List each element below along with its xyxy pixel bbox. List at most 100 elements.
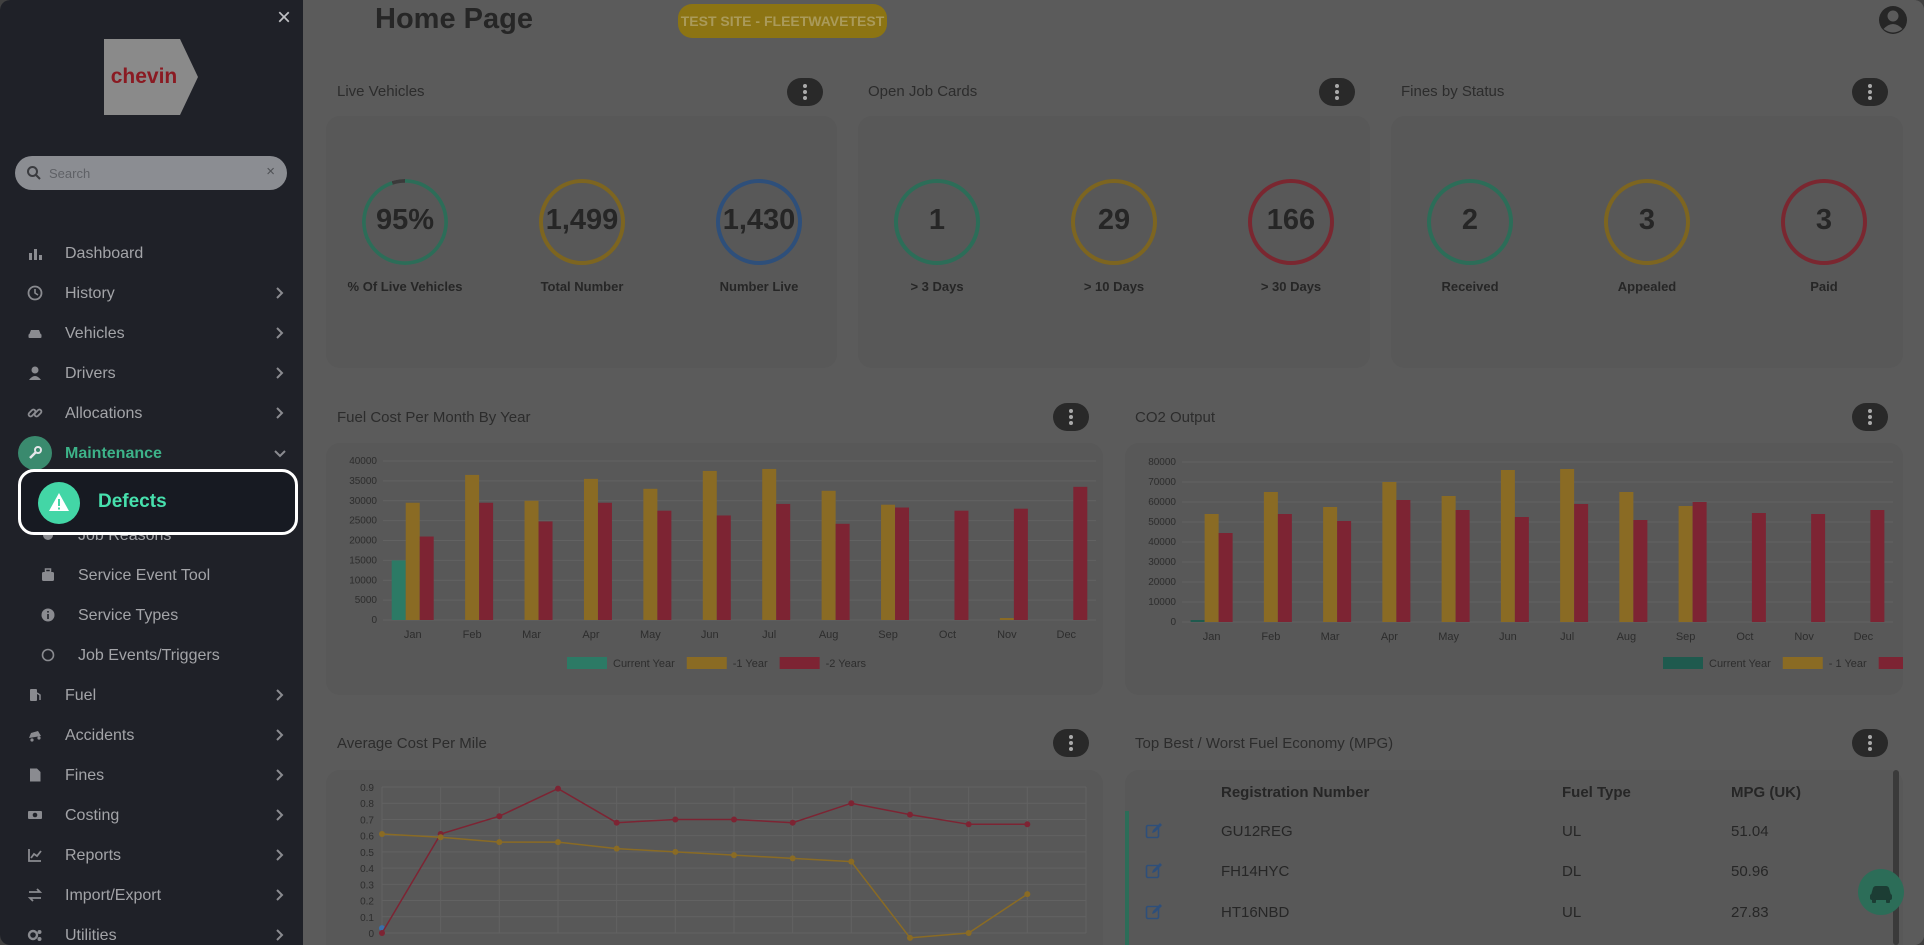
bar (391, 560, 406, 620)
y-tick-label: 0 (368, 929, 374, 940)
sidebar-item-allocations[interactable]: Allocations (0, 393, 303, 433)
x-tick-label: Dec (1854, 631, 1874, 643)
x-tick-label: Sep (1676, 631, 1696, 643)
sidebar-item-label: Drivers (65, 365, 116, 382)
bar (1633, 520, 1648, 622)
clear-search-icon[interactable]: × (266, 163, 275, 180)
chevron-right-icon (276, 809, 284, 821)
sidebar-item-label: Fuel (65, 687, 97, 704)
data-point (848, 858, 855, 865)
exchange-icon (27, 888, 43, 902)
bar (1692, 502, 1707, 622)
sidebar-item-fuel[interactable]: Fuel (0, 675, 303, 715)
close-sidebar-icon[interactable]: × (276, 4, 291, 31)
x-tick-label: Oct (1736, 631, 1753, 643)
fines-by-status-menu-button[interactable] (1852, 78, 1888, 106)
vehicle-fab-button[interactable] (1858, 869, 1904, 915)
sidebar-item-label: Job Events/Triggers (78, 647, 220, 664)
data-point (789, 819, 796, 826)
over-10-days-ring (1071, 179, 1157, 265)
data-point (965, 821, 972, 828)
y-tick-label: 35000 (349, 476, 377, 487)
y-tick-label: 30000 (349, 496, 377, 507)
received-label: Received (1441, 279, 1499, 294)
series-line (381, 833, 1028, 939)
sidebar-item-label: Service Event Tool (78, 567, 211, 584)
sidebar-item-accidents[interactable]: Accidents (0, 715, 303, 755)
data-point (907, 811, 913, 818)
legend-label: -1 Year (733, 658, 768, 670)
sidebar-item-defects[interactable]: Defects (18, 469, 298, 535)
sidebar-item-history[interactable]: History (0, 273, 303, 313)
sidebar-item-import-export[interactable]: Import/Export (0, 875, 303, 915)
logo-text: chevin (111, 65, 178, 88)
table-scrollbar[interactable] (1893, 770, 1899, 945)
x-tick-label: May (1438, 631, 1459, 643)
sidebar-item-drivers[interactable]: Drivers (0, 353, 303, 393)
received-value: 2 (1461, 204, 1479, 236)
data-point (555, 839, 561, 846)
bar (1277, 514, 1292, 622)
live-vehicles-menu-button[interactable] (787, 78, 823, 106)
sidebar-item-utilities[interactable]: Utilities (0, 915, 303, 945)
page-title: Home Page (375, 3, 533, 35)
y-tick-label: 10000 (349, 575, 377, 586)
sidebar-item-label: Reports (65, 847, 122, 864)
cell-mpg: 27.83 (1731, 904, 1769, 921)
sidebar-item-label: Vehicles (65, 325, 125, 342)
link-icon (27, 408, 43, 418)
data-point (965, 930, 972, 936)
col-registration[interactable]: Registration Number (1221, 784, 1370, 801)
sidebar-item-label: Import/Export (65, 887, 162, 904)
y-tick-label: 70000 (1148, 477, 1176, 488)
live-vehicles-percent-label: % Of Live Vehicles (347, 279, 463, 294)
edit-icon[interactable] (1145, 822, 1163, 840)
sidebar-item-label: Utilities (65, 927, 117, 944)
sidebar-item-job-events-triggers[interactable]: Job Events/Triggers (0, 635, 303, 675)
mpg-menu-button[interactable] (1852, 729, 1888, 757)
sidebar-item-reports[interactable]: Reports (0, 835, 303, 875)
chevron-right-icon (276, 689, 284, 701)
sidebar-item-service-event-tool[interactable]: Service Event Tool (0, 555, 303, 595)
y-tick-label: 0.1 (360, 913, 374, 924)
sidebar-item-vehicles[interactable]: Vehicles (0, 313, 303, 353)
bar (1870, 510, 1885, 622)
sidebar-item-maintenance[interactable]: Maintenance (0, 433, 303, 473)
warning-icon (38, 482, 80, 524)
y-tick-label: 40000 (1148, 537, 1176, 548)
col-fuel-type[interactable]: Fuel Type (1562, 784, 1631, 801)
sidebar-item-fines[interactable]: Fines (0, 755, 303, 795)
sidebar-item-service-types[interactable]: Service Types (0, 595, 303, 635)
bar (1811, 514, 1826, 622)
sidebar-item-costing[interactable]: Costing (0, 795, 303, 835)
bar (1619, 492, 1634, 622)
data-point (731, 852, 737, 859)
x-tick-label: Jun (1499, 631, 1517, 643)
fuel-pump-icon (30, 689, 41, 701)
edit-icon[interactable] (1145, 862, 1163, 880)
bar (1190, 620, 1205, 622)
x-tick-label: Nov (997, 629, 1017, 641)
chart-icon (28, 849, 42, 862)
clock-icon (27, 285, 43, 301)
bar (419, 536, 434, 620)
co2-output-menu-button[interactable] (1852, 403, 1888, 431)
user-circle-icon[interactable] (1878, 5, 1908, 35)
data-point (848, 800, 855, 807)
sidebar-item-label: Service Types (78, 607, 179, 624)
fuel-cost-menu-button[interactable] (1053, 403, 1089, 431)
sidebar-item-label: Defects (98, 491, 167, 512)
avg-cost-menu-button[interactable] (1053, 729, 1089, 757)
sidebar-item-label: Dashboard (65, 245, 144, 262)
co2-output-chart: 0 10000 20000 30000 40000 50000 60000 70000 8000… (1148, 457, 1919, 670)
open-job-cards-menu-button[interactable] (1319, 78, 1355, 106)
received-ring (1427, 179, 1513, 265)
sidebar-item-dashboard[interactable]: Dashboard (0, 233, 303, 273)
car-crash-icon (29, 731, 41, 742)
search-input[interactable] (49, 162, 249, 184)
chevron-right-icon (276, 729, 284, 741)
cell-mpg: 51.04 (1731, 823, 1769, 840)
edit-icon[interactable] (1145, 903, 1163, 921)
col-mpg[interactable]: MPG (UK) (1731, 784, 1801, 801)
toolbox-icon (42, 568, 54, 581)
